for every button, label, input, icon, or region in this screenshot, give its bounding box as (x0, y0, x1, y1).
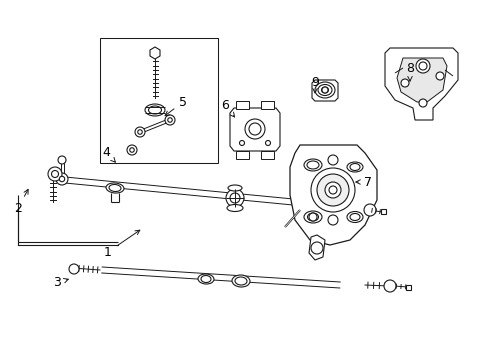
Text: 8: 8 (405, 62, 413, 81)
Bar (236, 101, 248, 109)
Text: 2: 2 (14, 189, 28, 215)
Polygon shape (150, 47, 160, 59)
Circle shape (244, 119, 264, 139)
Circle shape (48, 167, 62, 181)
Polygon shape (61, 162, 63, 179)
Ellipse shape (304, 159, 321, 171)
Bar (261, 101, 273, 109)
Circle shape (327, 215, 337, 225)
Ellipse shape (227, 185, 242, 191)
Circle shape (167, 118, 172, 122)
Text: 1: 1 (104, 230, 140, 258)
Bar (261, 151, 273, 159)
Circle shape (229, 193, 240, 203)
Polygon shape (229, 108, 280, 151)
Polygon shape (396, 58, 446, 102)
Ellipse shape (317, 85, 331, 95)
Circle shape (225, 189, 244, 207)
Text: 4: 4 (102, 145, 115, 162)
Bar (236, 151, 248, 159)
Ellipse shape (321, 87, 328, 93)
Circle shape (328, 186, 336, 194)
Ellipse shape (349, 163, 359, 171)
Text: 6: 6 (221, 99, 234, 117)
Text: 3: 3 (53, 276, 68, 289)
Circle shape (265, 140, 270, 145)
Circle shape (129, 148, 134, 152)
Text: 7: 7 (355, 176, 371, 189)
Ellipse shape (346, 212, 362, 222)
Circle shape (239, 140, 244, 145)
Ellipse shape (346, 162, 362, 172)
Ellipse shape (307, 213, 318, 221)
Circle shape (138, 130, 142, 134)
Circle shape (321, 87, 327, 93)
Polygon shape (311, 80, 337, 101)
Circle shape (383, 280, 395, 292)
Bar (380, 209, 385, 214)
Ellipse shape (235, 277, 246, 285)
Ellipse shape (106, 183, 124, 193)
Circle shape (248, 123, 261, 135)
Circle shape (164, 115, 175, 125)
Polygon shape (64, 177, 345, 210)
Ellipse shape (314, 82, 334, 98)
Ellipse shape (148, 106, 161, 114)
Polygon shape (289, 145, 376, 245)
Polygon shape (139, 118, 170, 134)
Circle shape (51, 171, 59, 177)
Ellipse shape (306, 161, 318, 169)
Ellipse shape (201, 275, 210, 283)
Circle shape (59, 176, 64, 182)
Circle shape (310, 242, 323, 254)
Circle shape (69, 264, 79, 274)
Circle shape (327, 155, 337, 165)
Circle shape (127, 145, 137, 155)
Text: 9: 9 (310, 76, 318, 93)
Ellipse shape (231, 275, 249, 287)
Polygon shape (308, 235, 325, 260)
Ellipse shape (226, 204, 243, 212)
Ellipse shape (198, 274, 214, 284)
Circle shape (308, 213, 316, 221)
Text: 5: 5 (165, 95, 186, 116)
Circle shape (418, 99, 426, 107)
Circle shape (418, 62, 426, 70)
Ellipse shape (304, 211, 321, 223)
Circle shape (363, 204, 375, 216)
Polygon shape (384, 48, 457, 120)
Circle shape (135, 127, 145, 137)
Ellipse shape (349, 213, 359, 220)
Circle shape (310, 168, 354, 212)
Circle shape (325, 182, 340, 198)
Circle shape (316, 174, 348, 206)
Ellipse shape (109, 184, 121, 192)
Circle shape (415, 59, 429, 73)
Circle shape (400, 79, 408, 87)
Circle shape (435, 72, 443, 80)
Polygon shape (102, 267, 340, 288)
Circle shape (58, 156, 66, 164)
Ellipse shape (145, 104, 164, 116)
Bar (100, 38, 218, 163)
Circle shape (56, 173, 68, 185)
Bar (405, 285, 410, 290)
